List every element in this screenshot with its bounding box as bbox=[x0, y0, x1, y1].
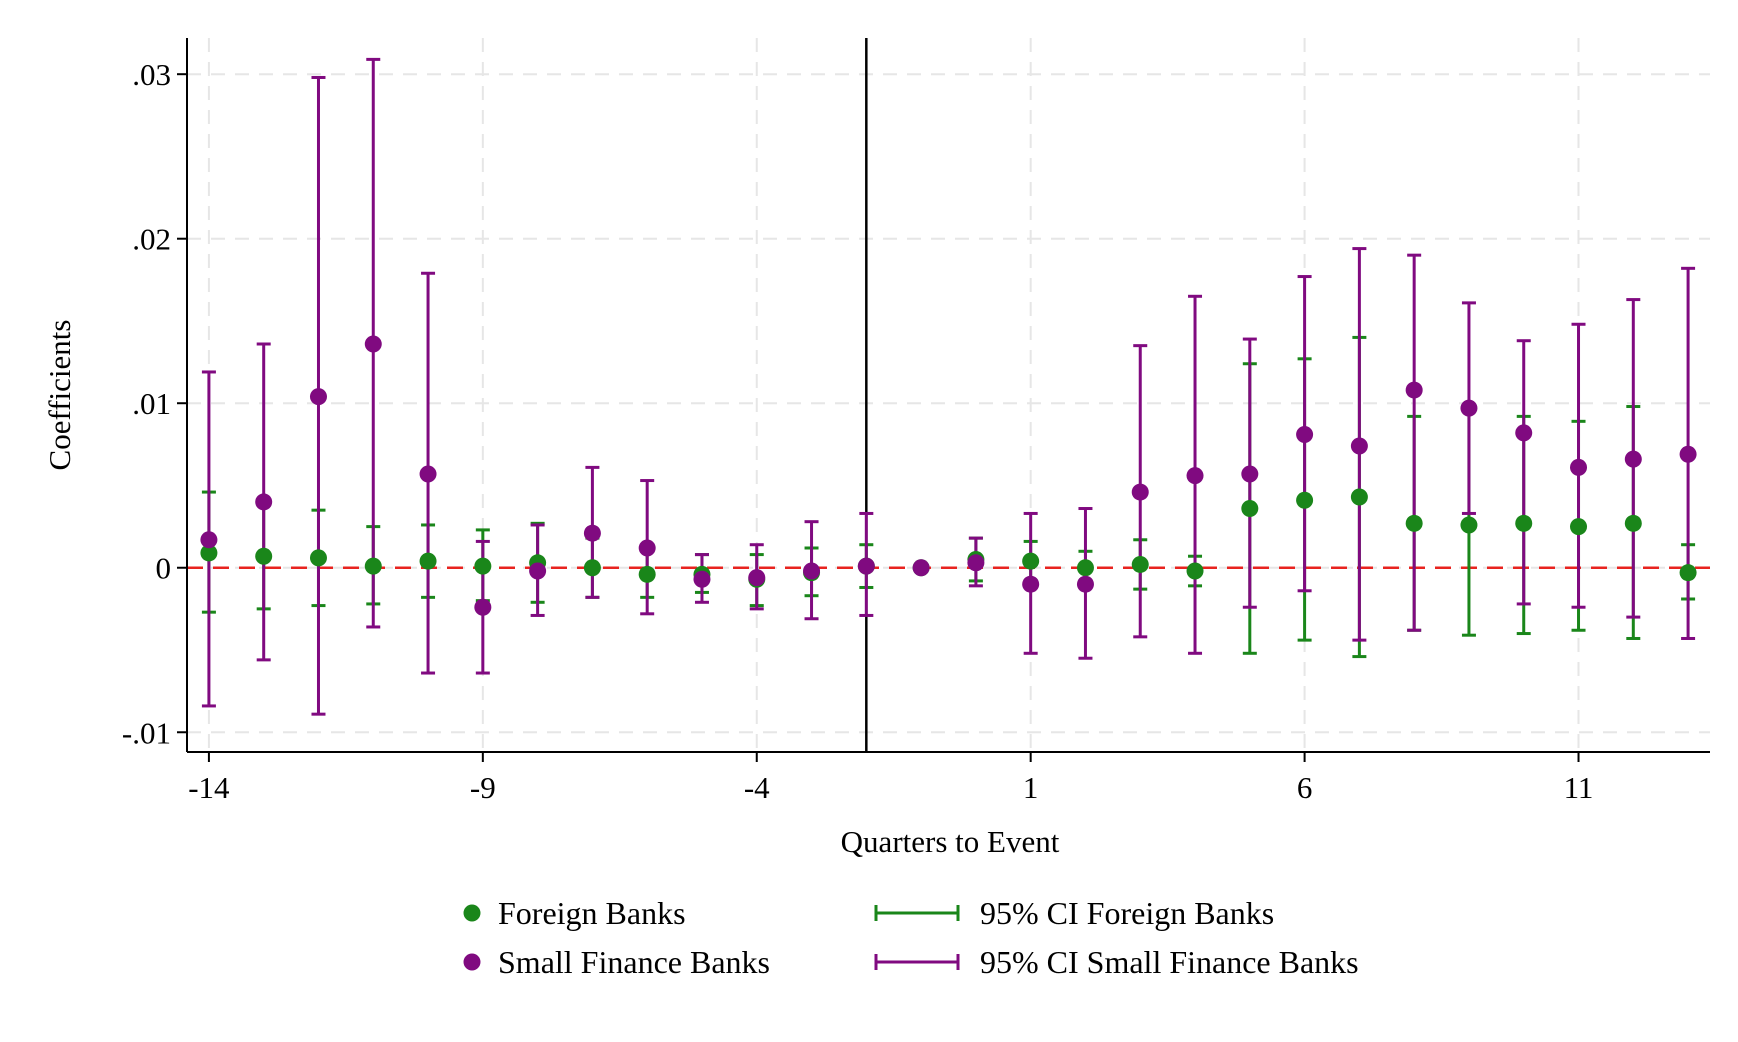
point-small-finance-banks bbox=[967, 554, 985, 572]
point-small-finance-banks bbox=[1350, 437, 1368, 455]
point-foreign-banks bbox=[583, 559, 601, 577]
point-small-finance-banks bbox=[693, 570, 711, 588]
point-foreign-banks bbox=[1515, 514, 1533, 532]
point-foreign-banks bbox=[1022, 552, 1040, 570]
x-tick-label: -4 bbox=[744, 770, 770, 805]
point-foreign-banks bbox=[1624, 514, 1642, 532]
point-foreign-banks bbox=[638, 565, 656, 583]
point-small-finance-banks bbox=[1515, 424, 1533, 442]
point-foreign-banks bbox=[1076, 559, 1094, 577]
point-foreign-banks bbox=[255, 547, 273, 565]
point-small-finance-banks bbox=[1570, 458, 1588, 476]
x-tick-label: -9 bbox=[470, 770, 496, 805]
point-foreign-banks bbox=[1131, 555, 1149, 573]
reference-lines bbox=[187, 38, 1710, 752]
y-tick-label: .01 bbox=[132, 386, 171, 421]
point-small-finance-banks bbox=[803, 562, 821, 580]
point-small-finance-banks bbox=[364, 335, 382, 353]
point-foreign-banks bbox=[419, 552, 437, 570]
point-small-finance-banks bbox=[638, 539, 656, 557]
point-foreign-banks bbox=[200, 544, 218, 562]
point-foreign-banks bbox=[1350, 488, 1368, 506]
x-tick-label: 11 bbox=[1564, 770, 1594, 805]
point-small-finance-banks bbox=[583, 524, 601, 542]
y-tick-label: -.01 bbox=[122, 715, 171, 750]
legend-label-small-finance-banks: Small Finance Banks bbox=[498, 944, 770, 980]
point-small-finance-banks bbox=[748, 569, 766, 587]
ci-bar-small-finance-banks bbox=[1516, 339, 1531, 606]
point-small-finance-banks bbox=[200, 531, 218, 549]
point-small-finance-banks bbox=[912, 559, 930, 577]
point-small-finance-banks bbox=[529, 562, 547, 580]
point-small-finance-banks bbox=[474, 598, 492, 616]
point-foreign-banks bbox=[364, 557, 382, 575]
legend-item-foreign-banks: Foreign Banks bbox=[463, 895, 686, 931]
x-axis-title: Quarters to Event bbox=[841, 824, 1060, 859]
legend: Foreign Banks Small Finance Banks 95% CI… bbox=[463, 895, 1359, 980]
y-tick-label: .03 bbox=[132, 57, 171, 92]
y-tick-label: .02 bbox=[132, 222, 171, 257]
point-small-finance-banks bbox=[1076, 575, 1094, 593]
point-foreign-banks bbox=[1296, 491, 1314, 509]
x-tick-label: 6 bbox=[1297, 770, 1313, 805]
point-small-finance-banks bbox=[1296, 425, 1314, 443]
y-tick-label: 0 bbox=[156, 551, 172, 586]
x-tick-label: 1 bbox=[1023, 770, 1039, 805]
point-foreign-banks bbox=[1460, 516, 1478, 534]
point-small-finance-banks bbox=[1679, 445, 1697, 463]
legend-item-ci-foreign-banks: 95% CI Foreign Banks bbox=[874, 895, 1274, 931]
point-small-finance-banks bbox=[1405, 381, 1423, 399]
legend-item-ci-small-finance-banks: 95% CI Small Finance Banks bbox=[874, 944, 1359, 980]
legend-label-ci-foreign-banks: 95% CI Foreign Banks bbox=[980, 895, 1274, 931]
point-foreign-banks bbox=[1679, 564, 1697, 582]
point-foreign-banks bbox=[309, 549, 327, 567]
point-foreign-banks bbox=[1186, 562, 1204, 580]
point-small-finance-banks bbox=[255, 493, 273, 511]
legend-marker-small-finance-banks bbox=[463, 953, 481, 971]
y-axis-title: Coefficients bbox=[42, 320, 77, 471]
point-small-finance-banks bbox=[419, 465, 437, 483]
point-foreign-banks bbox=[1570, 518, 1588, 536]
point-small-finance-banks bbox=[1131, 483, 1149, 501]
point-small-finance-banks bbox=[1241, 465, 1259, 483]
axes: -.01 0 .01 .02 .03 -14 -9 -4 1 6 11 bbox=[122, 38, 1710, 805]
point-foreign-banks bbox=[474, 557, 492, 575]
point-small-finance-banks bbox=[1186, 467, 1204, 485]
legend-item-small-finance-banks: Small Finance Banks bbox=[463, 944, 770, 980]
legend-marker-foreign-banks bbox=[463, 904, 481, 922]
point-small-finance-banks bbox=[1460, 399, 1478, 417]
point-small-finance-banks bbox=[857, 557, 875, 575]
legend-label-foreign-banks: Foreign Banks bbox=[498, 895, 686, 931]
point-foreign-banks bbox=[1405, 514, 1423, 532]
legend-label-ci-small-finance-banks: 95% CI Small Finance Banks bbox=[980, 944, 1359, 980]
ci-bar-small-finance-banks bbox=[1407, 253, 1422, 632]
point-small-finance-banks bbox=[309, 388, 327, 406]
point-foreign-banks bbox=[1241, 500, 1259, 518]
grid bbox=[187, 38, 1710, 752]
coefficient-points bbox=[200, 335, 1697, 616]
x-tick-label: -14 bbox=[188, 770, 230, 805]
point-small-finance-banks bbox=[1624, 450, 1642, 468]
point-small-finance-banks bbox=[1022, 575, 1040, 593]
